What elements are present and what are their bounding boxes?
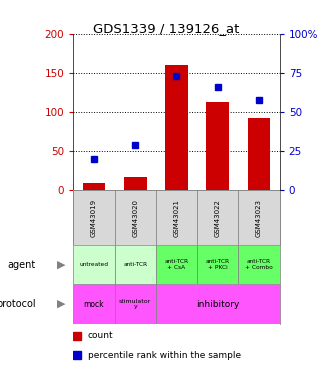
Bar — [73, 190, 115, 245]
Text: GSM43022: GSM43022 — [215, 199, 221, 237]
Bar — [165, 65, 188, 190]
Text: ▶: ▶ — [57, 260, 65, 270]
Text: stimulator
y: stimulator y — [119, 298, 151, 309]
Bar — [124, 177, 147, 190]
Text: anti-TCR: anti-TCR — [123, 262, 147, 267]
Bar — [73, 245, 115, 285]
Text: GSM43020: GSM43020 — [132, 199, 138, 237]
Text: anti-TCR
+ Combo: anti-TCR + Combo — [245, 260, 273, 270]
Text: protocol: protocol — [0, 299, 36, 309]
Text: agent: agent — [8, 260, 36, 270]
Text: ▶: ▶ — [57, 299, 65, 309]
Bar — [206, 102, 229, 190]
Text: GSM43023: GSM43023 — [256, 199, 262, 237]
Bar — [238, 245, 280, 285]
Text: mock: mock — [84, 300, 104, 309]
Bar — [156, 285, 280, 324]
Bar — [156, 245, 197, 285]
Text: GDS1339 / 139126_at: GDS1339 / 139126_at — [93, 22, 240, 36]
Bar — [73, 285, 115, 324]
Text: count: count — [88, 332, 113, 340]
Text: inhibitory: inhibitory — [196, 300, 239, 309]
Bar — [83, 183, 105, 190]
Bar — [115, 245, 156, 285]
Bar — [115, 285, 156, 324]
Text: percentile rank within the sample: percentile rank within the sample — [88, 351, 241, 360]
Bar — [197, 190, 238, 245]
Text: anti-TCR
+ CsA: anti-TCR + CsA — [165, 260, 188, 270]
Bar — [115, 190, 156, 245]
Text: GSM43019: GSM43019 — [91, 199, 97, 237]
Text: anti-TCR
+ PKCi: anti-TCR + PKCi — [206, 260, 230, 270]
Text: untreated: untreated — [79, 262, 109, 267]
Bar — [248, 118, 270, 190]
Bar — [197, 245, 238, 285]
Text: GSM43021: GSM43021 — [173, 199, 179, 237]
Bar — [156, 190, 197, 245]
Bar — [238, 190, 280, 245]
